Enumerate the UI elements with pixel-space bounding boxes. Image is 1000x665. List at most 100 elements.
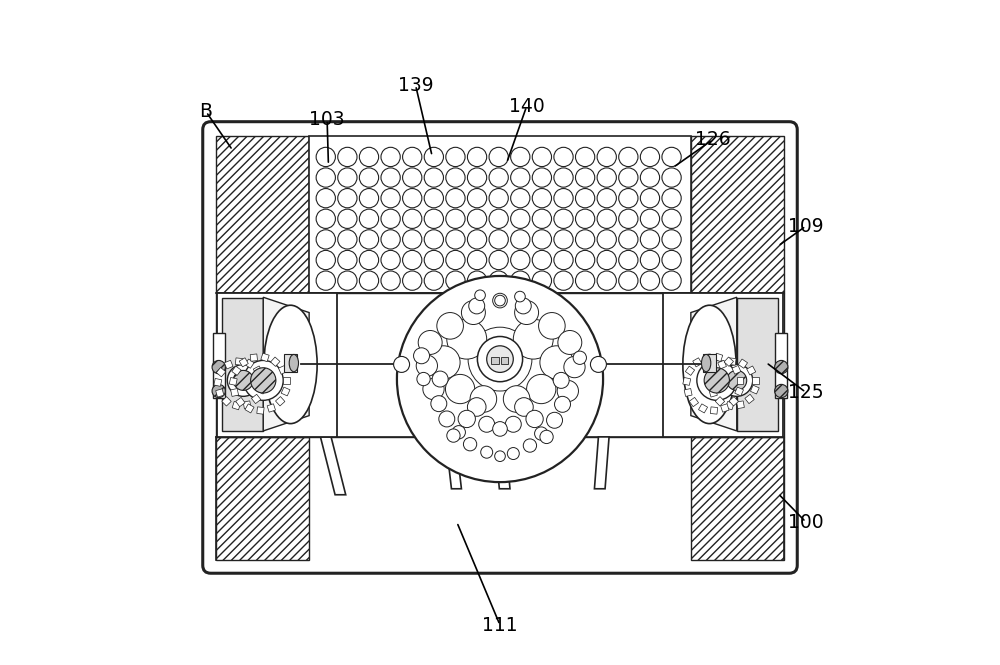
Circle shape (515, 291, 525, 302)
Circle shape (359, 147, 379, 166)
Circle shape (662, 230, 681, 249)
Circle shape (489, 209, 508, 229)
Bar (284, 354, 297, 372)
Circle shape (511, 147, 530, 166)
Circle shape (338, 147, 357, 166)
Circle shape (316, 147, 335, 166)
Circle shape (662, 147, 681, 166)
Circle shape (359, 271, 379, 290)
Circle shape (475, 290, 485, 301)
Circle shape (458, 410, 475, 428)
Circle shape (447, 319, 487, 359)
Bar (684, 388, 692, 396)
Circle shape (640, 271, 660, 290)
Circle shape (446, 250, 465, 270)
Ellipse shape (701, 354, 711, 372)
Circle shape (662, 250, 681, 270)
Circle shape (403, 230, 422, 249)
Circle shape (489, 189, 508, 207)
Circle shape (619, 209, 638, 229)
Bar (699, 404, 708, 413)
Circle shape (467, 147, 487, 166)
Circle shape (414, 348, 430, 364)
Circle shape (511, 250, 530, 270)
Circle shape (381, 250, 400, 270)
Circle shape (640, 189, 660, 207)
Circle shape (554, 250, 573, 270)
Circle shape (446, 271, 465, 290)
Circle shape (555, 396, 570, 412)
Circle shape (727, 370, 747, 390)
Bar (732, 366, 741, 374)
Bar (261, 353, 269, 362)
Circle shape (640, 250, 660, 270)
Circle shape (575, 168, 595, 188)
Circle shape (439, 411, 455, 427)
Circle shape (381, 189, 400, 207)
Bar (737, 298, 778, 431)
Circle shape (445, 374, 475, 404)
Circle shape (575, 147, 595, 166)
Ellipse shape (683, 305, 736, 424)
Circle shape (597, 189, 616, 207)
Bar (721, 404, 729, 412)
Bar (216, 293, 784, 437)
Circle shape (489, 147, 508, 166)
Circle shape (463, 438, 477, 451)
Circle shape (397, 276, 603, 482)
Text: 140: 140 (509, 97, 544, 116)
Circle shape (316, 230, 335, 249)
Bar (718, 360, 726, 369)
Bar (724, 357, 733, 366)
Circle shape (467, 189, 487, 207)
Text: 125: 125 (788, 383, 824, 402)
Circle shape (470, 386, 497, 412)
Circle shape (381, 168, 400, 188)
Circle shape (523, 439, 537, 452)
Circle shape (468, 327, 532, 391)
Circle shape (489, 230, 508, 249)
Circle shape (511, 271, 530, 290)
Circle shape (461, 301, 485, 325)
Circle shape (575, 271, 595, 290)
Circle shape (619, 250, 638, 270)
Circle shape (212, 360, 225, 374)
Circle shape (575, 209, 595, 229)
Circle shape (424, 250, 443, 270)
Circle shape (489, 250, 508, 270)
Circle shape (316, 250, 335, 270)
Circle shape (481, 446, 493, 458)
Circle shape (477, 336, 523, 382)
Circle shape (359, 168, 379, 188)
Circle shape (640, 209, 660, 229)
Bar (738, 359, 748, 368)
Bar (726, 402, 734, 410)
Polygon shape (495, 437, 510, 489)
Circle shape (233, 370, 253, 390)
Bar (689, 398, 699, 407)
Text: 109: 109 (788, 217, 824, 235)
Circle shape (418, 331, 442, 354)
Circle shape (575, 250, 595, 270)
Circle shape (479, 416, 495, 432)
Circle shape (704, 368, 729, 393)
Circle shape (511, 189, 530, 207)
Circle shape (493, 293, 507, 308)
Bar (283, 377, 290, 384)
Circle shape (532, 189, 552, 207)
Circle shape (316, 271, 335, 290)
Circle shape (446, 230, 465, 249)
Circle shape (515, 301, 539, 325)
Circle shape (575, 230, 595, 249)
Circle shape (495, 295, 505, 306)
Circle shape (597, 147, 616, 166)
Circle shape (507, 448, 519, 460)
Bar (276, 396, 285, 406)
Bar (752, 377, 759, 384)
Circle shape (697, 360, 737, 400)
Bar (278, 366, 287, 374)
Circle shape (381, 209, 400, 229)
Circle shape (554, 168, 573, 188)
Circle shape (527, 374, 556, 404)
Bar (245, 404, 254, 413)
